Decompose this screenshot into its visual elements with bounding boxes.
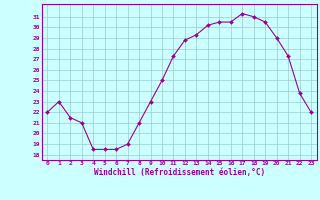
X-axis label: Windchill (Refroidissement éolien,°C): Windchill (Refroidissement éolien,°C) xyxy=(94,168,265,177)
